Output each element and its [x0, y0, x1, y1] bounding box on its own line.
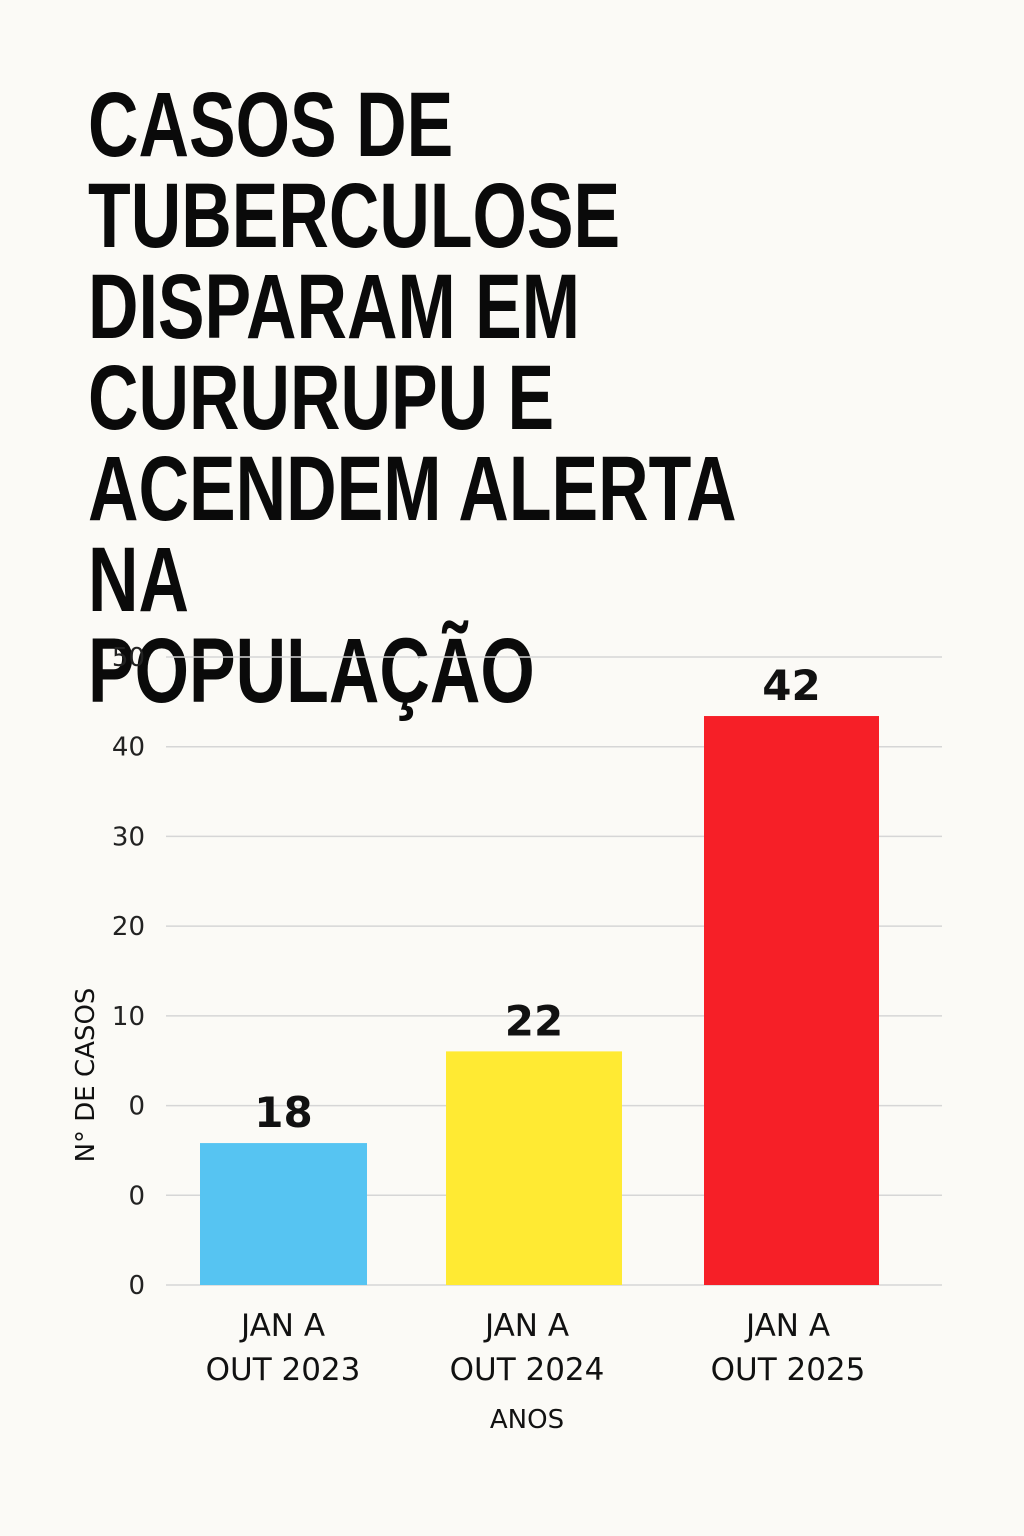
y-axis-ticks: 0 0 0 10 20 30 40 50	[112, 643, 145, 1301]
y-tick-label: 10	[112, 1002, 145, 1032]
y-tick-label: 20	[112, 912, 145, 942]
bar	[704, 716, 879, 1285]
x-category-label: JAN A	[239, 1308, 325, 1344]
y-tick-label: 0	[128, 1181, 145, 1211]
y-tick-label: 0	[128, 1092, 145, 1122]
y-tick-label: 30	[112, 822, 145, 852]
y-tick-label: 40	[112, 733, 145, 763]
data-labels: 18 22 42	[254, 661, 820, 1137]
y-tick-label: 50	[112, 643, 145, 673]
page-title: CASOS DE TUBERCULOSE DISPARAM EM CURURUP…	[88, 74, 735, 722]
x-axis-categories: JAN A OUT 2023 JAN A OUT 2024 JAN A OUT 2025	[206, 1308, 866, 1388]
x-category-label: OUT 2025	[711, 1352, 866, 1388]
bars	[200, 716, 879, 1285]
x-category-label: OUT 2023	[206, 1352, 361, 1388]
bar	[200, 1143, 367, 1285]
x-category-label: OUT 2024	[450, 1352, 605, 1388]
bar	[446, 1051, 622, 1285]
x-axis-title: ANOS	[490, 1405, 564, 1435]
bar-value-label: 18	[254, 1088, 312, 1137]
y-tick-label: 0	[128, 1271, 145, 1301]
bar-value-label: 22	[505, 996, 563, 1045]
y-axis-title: N° DE CASOS	[71, 988, 101, 1163]
x-category-label: JAN A	[483, 1308, 569, 1344]
bar-value-label: 42	[762, 661, 820, 710]
bar-chart: 0 0 0 10 20 30 40 50 18 22 42 JAN A OUT 2023 JAN A O…	[71, 643, 942, 1435]
x-category-label: JAN A	[744, 1308, 830, 1344]
